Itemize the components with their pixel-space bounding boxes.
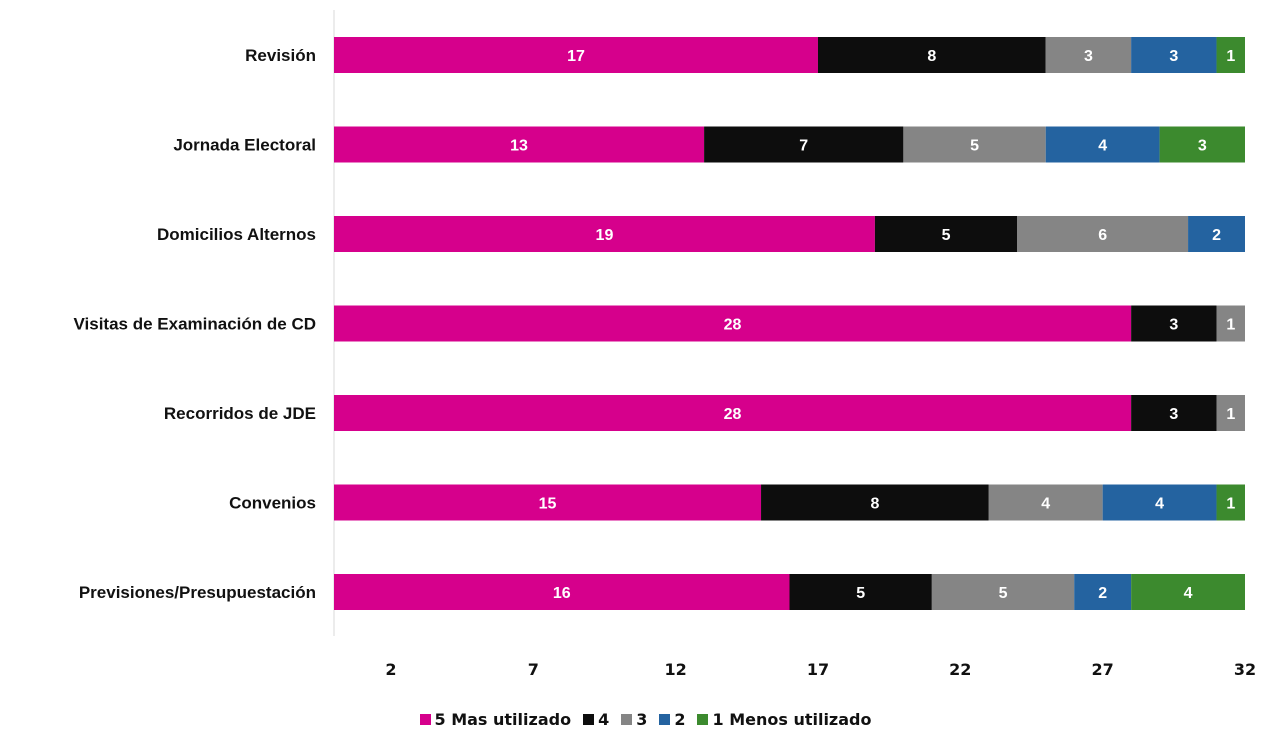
bar-value-label: 5 [856,585,865,602]
bar-value-label: 8 [870,496,879,513]
bar-segment [1216,395,1245,431]
bar-value-label: 3 [1169,317,1178,334]
bar-value-label: 5 [999,585,1008,602]
category-label: Visitas de Examinación de CD [74,315,317,334]
bar-segment [988,484,1103,521]
category-label: Previsiones/Presupuestación [79,583,316,602]
bar-segment [1102,484,1217,521]
legend-label: 4 [598,709,610,729]
bar-segment [761,484,989,521]
bar-segment [1131,395,1217,431]
legend-item: 1 Menos utilizado [697,710,871,729]
bar-value-label: 1 [1226,496,1235,513]
legend-swatch [697,713,709,725]
legend-swatch [419,713,431,725]
bar-segment [334,305,1132,342]
x-axis-ticks: 2 7 12 17 22 27 32 [385,660,1256,679]
bar-value-label: 28 [724,406,742,423]
bar-segment [903,126,1046,163]
bar-segment [1216,305,1245,342]
bar-value-label: 8 [927,48,936,65]
legend-label: 2 [674,709,686,729]
x-tick-label: 27 [1092,660,1114,679]
bar-value-label: 4 [1184,585,1193,602]
category-label: Revisión [245,46,316,65]
legend-swatch [621,713,633,725]
bar-value-label: 3 [1084,48,1093,65]
bar-value-label: 1 [1226,317,1235,334]
category-label: Jornada Electoral [173,136,316,155]
bar-value-label: 28 [724,317,742,334]
bar-value-label: 3 [1169,48,1178,65]
bar-segment [334,37,818,73]
bar-value-label: 5 [970,138,979,155]
bar-value-label: 6 [1098,227,1107,244]
bar-value-label: 16 [553,585,571,602]
bar-value-label: 1 [1226,406,1235,423]
bar-segment [704,126,904,163]
legend: 5 Mas utilizado 4 3 2 1 Menos utilizado [0,706,1271,732]
category-label: Domicilios Alternos [157,225,316,244]
bar-value-label: 17 [567,48,585,65]
x-tick-label: 12 [664,660,686,679]
bar-segment [874,216,1018,252]
x-tick-label: 32 [1234,660,1256,679]
bar-value-label: 15 [539,496,557,513]
bar-segment [334,574,790,610]
bar-value-label: 7 [799,138,808,155]
bar-segment [1017,216,1189,252]
category-label: Convenios [229,494,316,513]
legend-item: 5 Mas utilizado [419,709,572,729]
x-tick-label: 22 [949,660,971,679]
category-label: Recorridos de JDE [164,404,316,423]
x-tick-label: 17 [807,660,829,679]
legend-item: 3 [621,710,647,729]
bar-segment [1131,574,1245,610]
x-tick-label: 7 [528,660,539,679]
bar-value-label: 2 [1098,585,1107,602]
legend-swatch [659,713,671,725]
category-labels: Revisión Jornada Electoral Domicilios Alte… [74,46,317,602]
bar-segment [931,574,1075,610]
bar-value-label: 2 [1212,227,1221,244]
bar-segment [1131,37,1217,73]
bar-value-label: 13 [510,138,528,155]
bar-value-label: 4 [1155,496,1164,513]
stacked-bar-chart: Revisión Jornada Electoral Domicilios Alte… [74,10,1256,679]
bar-segment [334,216,875,252]
legend-label: 1 Menos utilizado [712,709,872,729]
bar-segment [817,37,1046,73]
bar-value-label: 5 [942,227,951,244]
bar-value-label: 4 [1098,138,1107,155]
bar-segment [1045,37,1132,73]
legend-label: 5 Mas utilizado [434,709,572,729]
legend-label: 3 [636,709,648,729]
bar-segment [1045,126,1160,163]
bar-segment [789,574,932,610]
bar-segment [1216,37,1245,73]
bar-segment [1216,484,1245,521]
bar-segment [334,395,1132,431]
bar-value-label: 4 [1041,496,1050,513]
bars: 17 8 3 3 1 13 7 5 4 3 19 5 6 2 28 3 1 28 3 1 15 8 4 4 1 16 5 5 2 4 [334,37,1245,610]
bar-value-label: 19 [596,227,614,244]
x-tick-label: 2 [385,660,396,679]
bar-segment [334,484,762,521]
bar-value-label: 3 [1169,406,1178,423]
legend-item: 2 [659,710,685,729]
bar-value-label: 3 [1198,138,1207,155]
bar-segment [1159,126,1245,163]
legend-swatch [583,713,595,725]
bar-segment [1074,574,1132,610]
bar-value-label: 1 [1226,48,1235,65]
bar-segment [334,126,705,163]
bar-segment [1131,305,1217,342]
bar-segment [1188,216,1245,252]
legend-item: 4 [583,710,609,729]
